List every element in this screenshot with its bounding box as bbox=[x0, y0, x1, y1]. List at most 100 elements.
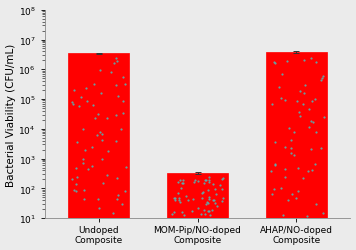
Point bbox=[104, 173, 110, 177]
Bar bbox=[167, 174, 228, 250]
Point bbox=[287, 127, 292, 131]
Point bbox=[284, 60, 290, 64]
Point bbox=[96, 206, 101, 210]
Point bbox=[99, 139, 104, 143]
Point bbox=[172, 198, 177, 202]
Point bbox=[320, 74, 326, 78]
Point bbox=[300, 103, 305, 107]
Point bbox=[118, 128, 124, 132]
Point bbox=[301, 92, 307, 96]
Point bbox=[113, 113, 119, 117]
Point bbox=[80, 161, 85, 165]
Point bbox=[191, 180, 197, 184]
Point bbox=[301, 58, 307, 62]
Point bbox=[318, 146, 324, 150]
Point bbox=[210, 182, 216, 186]
Point bbox=[313, 202, 319, 206]
Point bbox=[295, 189, 300, 193]
Point bbox=[73, 166, 78, 170]
Point bbox=[297, 90, 303, 94]
Point bbox=[169, 212, 175, 216]
Point bbox=[210, 198, 215, 202]
Point bbox=[280, 213, 286, 217]
Point bbox=[205, 209, 211, 213]
Point bbox=[220, 176, 226, 180]
Point bbox=[115, 197, 120, 201]
Point bbox=[294, 196, 299, 200]
Point bbox=[272, 62, 278, 66]
Point bbox=[303, 84, 308, 88]
Point bbox=[120, 111, 125, 115]
Point bbox=[176, 196, 182, 200]
Point bbox=[209, 208, 215, 212]
Point bbox=[122, 83, 128, 87]
Point bbox=[308, 57, 314, 61]
Point bbox=[74, 190, 79, 194]
Point bbox=[114, 84, 119, 88]
Point bbox=[206, 209, 212, 213]
Point bbox=[211, 199, 217, 203]
Point bbox=[306, 108, 312, 112]
Point bbox=[205, 188, 211, 192]
Point bbox=[190, 198, 196, 202]
Point bbox=[219, 199, 225, 203]
Point bbox=[192, 179, 198, 183]
Point bbox=[180, 178, 185, 182]
Bar bbox=[68, 54, 130, 250]
Point bbox=[71, 89, 77, 93]
Point bbox=[80, 128, 86, 132]
Point bbox=[295, 166, 301, 170]
Point bbox=[176, 198, 182, 202]
Point bbox=[112, 56, 118, 60]
Point bbox=[82, 148, 88, 152]
Point bbox=[120, 76, 125, 80]
Point bbox=[83, 86, 89, 90]
Point bbox=[320, 212, 325, 216]
Point bbox=[85, 168, 90, 172]
Point bbox=[272, 140, 278, 144]
Point bbox=[276, 86, 281, 90]
Point bbox=[122, 190, 127, 194]
Point bbox=[184, 194, 189, 198]
Point bbox=[99, 158, 105, 162]
Point bbox=[199, 191, 205, 195]
Point bbox=[180, 181, 186, 185]
Point bbox=[204, 178, 209, 182]
Point bbox=[77, 104, 82, 108]
Point bbox=[205, 201, 210, 205]
Point bbox=[272, 188, 277, 192]
Point bbox=[171, 196, 177, 200]
Point bbox=[269, 103, 274, 107]
Point bbox=[200, 190, 206, 194]
Point bbox=[206, 176, 212, 180]
Point bbox=[219, 188, 225, 192]
Point bbox=[78, 96, 83, 100]
Point bbox=[98, 92, 104, 96]
Point bbox=[288, 138, 294, 142]
Point bbox=[268, 170, 274, 174]
Point bbox=[69, 100, 74, 104]
Point bbox=[309, 100, 315, 104]
Point bbox=[179, 186, 184, 190]
Point bbox=[217, 184, 222, 188]
Point bbox=[310, 120, 316, 124]
Point bbox=[179, 210, 185, 214]
Point bbox=[283, 175, 288, 179]
Point bbox=[291, 153, 297, 157]
Point bbox=[175, 192, 180, 196]
Point bbox=[176, 180, 181, 184]
Point bbox=[91, 83, 97, 87]
Point bbox=[181, 213, 187, 217]
Point bbox=[305, 170, 310, 174]
Point bbox=[111, 62, 117, 66]
Point bbox=[319, 76, 325, 80]
Point bbox=[89, 145, 95, 149]
Point bbox=[206, 197, 211, 201]
Point bbox=[82, 188, 87, 192]
Point bbox=[71, 188, 77, 192]
Point bbox=[313, 163, 318, 167]
Point bbox=[272, 164, 278, 168]
Point bbox=[179, 182, 184, 186]
Point bbox=[69, 177, 74, 181]
Point bbox=[177, 178, 183, 182]
